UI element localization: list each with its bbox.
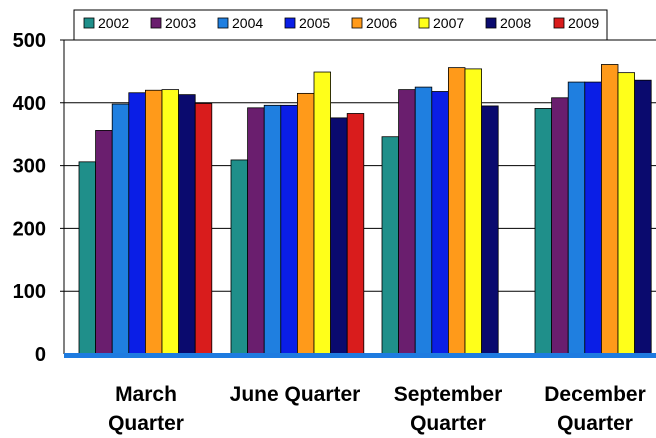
legend-swatch-2008 [485,17,497,29]
bar-2008-2 [481,105,499,355]
bar-2007-1 [313,71,332,355]
x-category-label: June Quarter [230,383,361,406]
x-category-label: December [544,383,646,406]
legend-box [73,9,608,41]
bar-2002-1 [230,159,249,355]
bar-2005-1 [280,104,298,355]
legend-swatch-2004 [217,17,229,29]
y-tick-label: 500 [13,30,46,52]
legend-label-2009: 2009 [568,15,599,31]
bar-2003-1 [247,107,265,355]
bar-2009-1 [346,113,365,355]
legend-swatch-2005 [284,17,296,29]
legend-swatch-2003 [150,17,162,29]
y-axis-tick-labels: 0 100 200 300 400 500 [13,30,46,366]
bar-2006-2 [447,67,466,355]
bar-2005-2 [431,91,449,355]
bar-2002-0 [78,161,97,355]
bar-2007-3 [617,72,636,355]
legend-swatch-2002 [83,17,95,29]
bar-2003-0 [95,130,113,355]
x-axis-baseline [64,353,656,358]
bar-2003-3 [551,97,569,355]
y-tick-label: 200 [13,218,46,240]
bar-2003-2 [398,89,416,355]
y-tick-label: 0 [35,344,46,366]
bar-2006-3 [601,64,619,355]
legend-swatch-2006 [351,17,363,29]
bar-2008-3 [634,79,652,355]
legend-label-2002: 2002 [98,15,129,31]
bars [78,64,652,355]
legend-label-2003: 2003 [165,15,196,31]
x-axis-line [64,353,656,358]
x-category-label: March [115,383,177,406]
bar-2009-0 [194,103,213,355]
legend-label-2006: 2006 [366,15,397,31]
bar-2006-1 [296,92,315,355]
x-category-label: September [394,383,503,406]
bar-2007-0 [161,89,180,355]
bar-2005-0 [128,92,146,355]
legend-swatch-2009 [553,17,565,29]
bar-2006-0 [144,89,163,355]
bar-2004-0 [111,103,130,355]
legend: 2002 2003 2004 2005 2006 2007 2008 2009 [73,9,608,41]
bar-2004-2 [414,86,433,355]
legend-label-2007: 2007 [433,15,464,31]
bar-2008-1 [330,117,348,355]
y-tick-label: 100 [13,281,46,303]
y-tick-label: 300 [13,156,46,178]
bar-2004-1 [263,104,282,355]
bar-2004-3 [567,81,586,355]
legend-label-2008: 2008 [500,15,531,31]
y-tick-label: 400 [13,93,46,115]
legend-label-2004: 2004 [232,15,263,31]
bar-2008-0 [178,94,196,355]
x-category-label: Quarter [410,412,486,435]
legend-label-2005: 2005 [299,15,330,31]
bar-2002-3 [534,108,553,355]
legend-swatch-2007 [418,17,430,29]
bar-2002-2 [381,136,400,355]
x-category-label: Quarter [557,412,633,435]
bar-2005-3 [584,81,602,355]
x-category-label: Quarter [108,412,184,435]
x-axis-category-labels: March Quarter June Quarter September Quarter… [108,383,646,435]
bar-2007-2 [464,68,483,355]
